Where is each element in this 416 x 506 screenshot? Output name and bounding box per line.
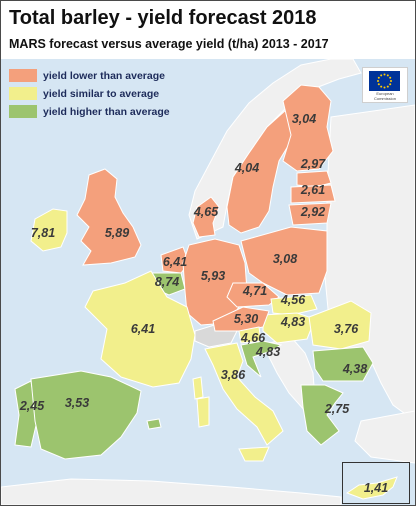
label-lithuania: 2,92 bbox=[300, 205, 326, 219]
label-romania: 3,76 bbox=[333, 322, 359, 336]
label-slovakia: 4,56 bbox=[280, 293, 306, 307]
country-cyprus bbox=[345, 476, 398, 500]
cyprus-inset bbox=[342, 462, 410, 504]
label-italy: 3,86 bbox=[220, 368, 246, 382]
label-slovenia: 4,66 bbox=[240, 331, 266, 345]
label-ireland: 7,81 bbox=[30, 226, 56, 240]
label-bulgaria: 4,38 bbox=[342, 362, 368, 376]
label-greece: 2,75 bbox=[324, 402, 350, 416]
eu-stars-ring bbox=[377, 73, 392, 89]
label-sweden: 4,04 bbox=[234, 161, 260, 175]
label-latvia: 2,61 bbox=[300, 183, 326, 197]
legend-label-similar: yield similar to average bbox=[43, 87, 160, 100]
island-sicily bbox=[238, 446, 270, 462]
country-slovakia bbox=[270, 294, 318, 316]
label-hungary: 4,83 bbox=[280, 315, 306, 329]
label-portugal: 2,45 bbox=[19, 399, 45, 413]
label-croatia: 4,83 bbox=[255, 345, 281, 359]
country-italy bbox=[204, 342, 284, 446]
european-commission-logo: European Commission bbox=[362, 67, 408, 103]
country-france bbox=[84, 270, 196, 388]
country-bulgaria bbox=[312, 346, 374, 382]
islands-balearic bbox=[146, 418, 162, 430]
country-spain bbox=[30, 370, 142, 460]
country-sweden bbox=[226, 108, 302, 234]
label-estonia: 2,97 bbox=[300, 157, 326, 171]
chart-subtitle: MARS forecast versus average yield (t/ha… bbox=[9, 37, 329, 51]
label-spain: 3,53 bbox=[64, 396, 90, 410]
country-croatia bbox=[240, 340, 283, 378]
europe-map bbox=[1, 59, 415, 505]
label-germany: 5,93 bbox=[200, 269, 226, 283]
legend-swatch-lower bbox=[9, 69, 37, 82]
label-netherlands: 6,41 bbox=[162, 255, 188, 269]
label-france: 6,41 bbox=[130, 322, 156, 336]
label-czechia: 4,71 bbox=[242, 284, 268, 298]
country-romania bbox=[308, 300, 372, 350]
legend-swatch-similar bbox=[9, 87, 37, 100]
legend-label-lower: yield lower than average bbox=[43, 69, 165, 82]
country-lithuania bbox=[288, 202, 332, 226]
legend-item-higher: yield higher than average bbox=[9, 105, 170, 118]
label-belgium: 8,74 bbox=[154, 275, 180, 289]
country-ireland bbox=[30, 208, 68, 252]
country-latvia bbox=[290, 184, 336, 204]
turkey-land bbox=[354, 410, 415, 464]
north-africa-land bbox=[1, 478, 342, 505]
legend-item-similar: yield similar to average bbox=[9, 87, 159, 100]
country-poland bbox=[240, 226, 328, 296]
logo-caption: European Commission bbox=[373, 91, 396, 101]
cyprus-inset-map bbox=[345, 476, 398, 500]
label-poland: 3,08 bbox=[272, 252, 298, 266]
chart-title: Total barley - yield forecast 2018 bbox=[9, 7, 317, 29]
country-finland bbox=[282, 84, 334, 172]
country-denmark bbox=[192, 196, 220, 238]
label-finland: 3,04 bbox=[291, 112, 317, 126]
legend-swatch-higher bbox=[9, 105, 37, 118]
island-corsica bbox=[192, 376, 204, 400]
country-greece bbox=[300, 384, 344, 446]
country-austria bbox=[212, 306, 270, 332]
label-denmark: 4,65 bbox=[193, 205, 219, 219]
label-cyprus: 1,41 bbox=[363, 481, 389, 495]
country-hungary bbox=[262, 312, 316, 344]
country-czechia bbox=[226, 282, 280, 308]
country-united-kingdom bbox=[76, 168, 142, 266]
eu-flag-icon bbox=[369, 71, 400, 91]
label-united-kingdom: 5,89 bbox=[104, 226, 130, 240]
legend-item-lower: yield lower than average bbox=[9, 69, 165, 82]
label-austria: 5,30 bbox=[233, 312, 259, 326]
island-sardinia bbox=[196, 396, 210, 428]
legend-label-higher: yield higher than average bbox=[43, 105, 170, 118]
